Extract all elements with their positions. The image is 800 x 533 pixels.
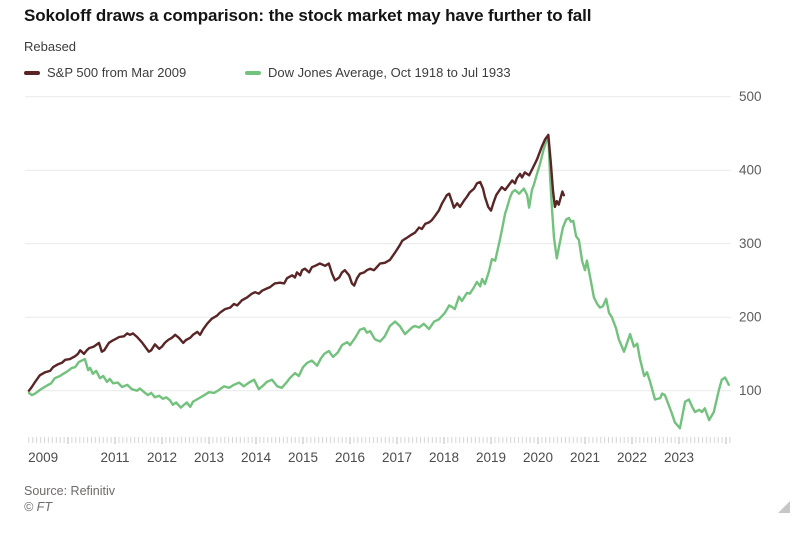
legend-item-sp500: S&P 500 from Mar 2009 — [24, 65, 186, 80]
svg-text:200: 200 — [739, 310, 762, 325]
x-axis-labels: 2009 2011 2012 2013 2014 2015 2016 2017 2018 2019… — [28, 450, 694, 465]
chart-legend: S&P 500 from Mar 2009 Dow Jones Average,… — [0, 65, 800, 81]
svg-text:2023: 2023 — [664, 450, 694, 465]
svg-text:2016: 2016 — [335, 450, 365, 465]
line-sp500 — [27, 133, 565, 392]
svg-text:2015: 2015 — [288, 450, 318, 465]
svg-text:2022: 2022 — [617, 450, 647, 465]
x-axis-minor-ticks — [28, 437, 731, 444]
svg-text:2018: 2018 — [429, 450, 459, 465]
svg-text:2019: 2019 — [476, 450, 506, 465]
line-dow — [27, 133, 730, 430]
svg-text:2009: 2009 — [28, 450, 58, 465]
svg-text:2012: 2012 — [147, 450, 177, 465]
svg-text:2021: 2021 — [570, 450, 600, 465]
legend-label-sp500: S&P 500 from Mar 2009 — [47, 65, 187, 80]
source-note: Source: Refinitiv — [24, 484, 116, 498]
svg-text:2014: 2014 — [241, 450, 272, 465]
svg-text:2017: 2017 — [382, 450, 412, 465]
svg-text:400: 400 — [739, 163, 762, 178]
resize-handle-icon[interactable] — [778, 501, 790, 513]
legend-item-dow: Dow Jones Average, Oct 1918 to Jul 1933 — [245, 65, 511, 80]
svg-text:100: 100 — [739, 383, 762, 398]
svg-text:2013: 2013 — [194, 450, 224, 465]
svg-text:300: 300 — [739, 236, 762, 251]
svg-text:500: 500 — [739, 89, 762, 104]
legend-label-dow: Dow Jones Average, Oct 1918 to Jul 1933 — [268, 65, 511, 80]
series-lines — [27, 133, 730, 430]
svg-text:2020: 2020 — [523, 450, 553, 465]
y-axis-labels: 100 200 300 400 500 — [739, 89, 762, 398]
gridlines — [25, 96, 731, 392]
dow-line-swatch-icon — [245, 70, 261, 75]
sp500-line-swatch-icon — [24, 70, 40, 75]
ft-copyright: © FT — [24, 500, 52, 514]
svg-text:2011: 2011 — [100, 450, 129, 465]
page-title: Sokoloff draws a comparison: the stock m… — [24, 6, 592, 25]
chart-subtitle: Rebased — [24, 39, 77, 54]
